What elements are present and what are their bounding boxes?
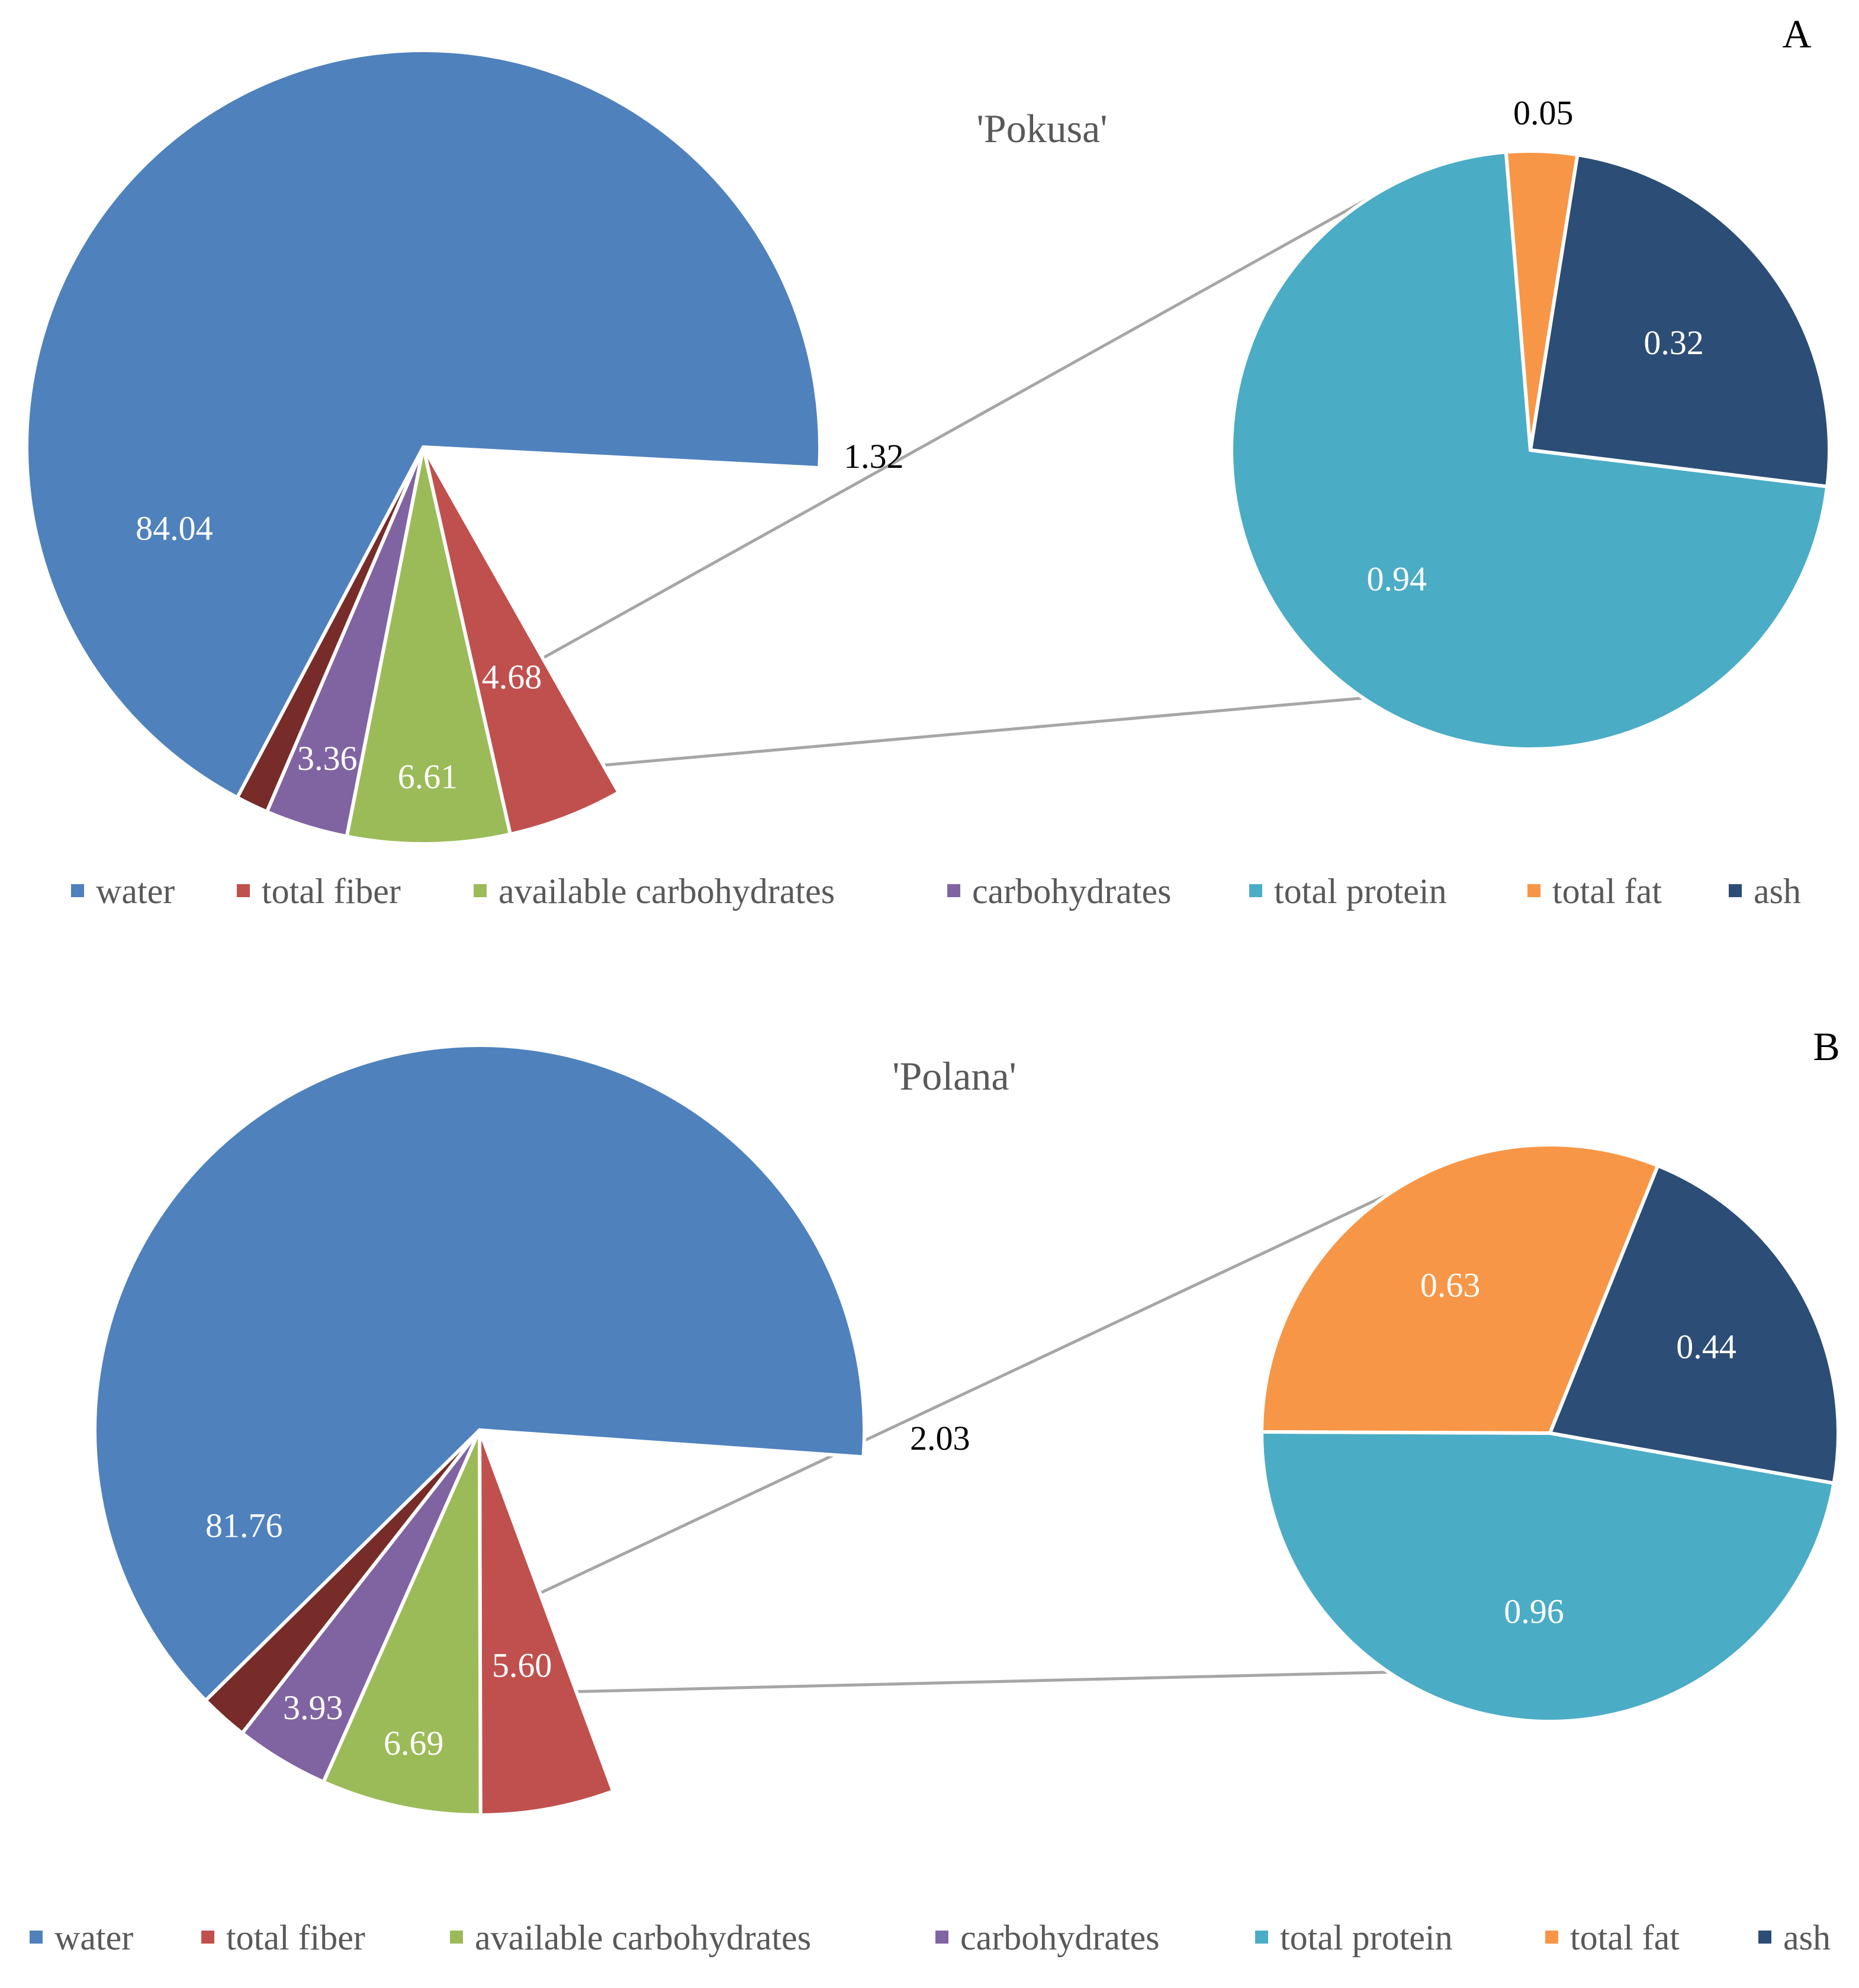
panel-b-slice-total-fiber xyxy=(478,1428,615,1817)
panel-b-legend-swatch-available-carbohydrates xyxy=(450,1931,463,1944)
panel-a-label-other: 1.32 xyxy=(844,437,904,476)
panel-a-data-labels: 84.04 4.68 6.61 3.36 1.32 0.94 0.05 0.32 xyxy=(136,94,1704,796)
panel-a-legend-swatch-carbohydrates xyxy=(947,884,960,897)
panel-b-legend-label-ash: ash xyxy=(1783,1918,1831,1957)
panel-b-sub-label-ash: 0.44 xyxy=(1676,1328,1736,1366)
panel-a-secondary-pie xyxy=(1230,149,1831,751)
panel-b-legend-label-total-protein: total protein xyxy=(1280,1918,1453,1957)
panel-b-label-other: 2.03 xyxy=(910,1419,970,1457)
panel-b-title: 'Polana' xyxy=(892,1054,1017,1099)
panel-b-legend-label-total-fiber: total fiber xyxy=(226,1918,365,1957)
panel-a-label-available-carbohydrates: 6.61 xyxy=(398,757,458,796)
panel-a-slice-total-fiber xyxy=(422,445,621,836)
panel-b-sub-slice-total-protein xyxy=(1259,1430,1836,1724)
panel-b-legend-swatch-carbohydrates xyxy=(935,1931,948,1944)
panel-a-legend-swatch-total-fat xyxy=(1527,884,1540,897)
panel-a-sub-label-total-fat: 0.05 xyxy=(1513,94,1574,132)
panel-b-legend-swatch-total-fiber xyxy=(201,1931,214,1944)
panel-b-letter: B xyxy=(1813,1024,1839,1069)
panel-a-legend-label-total-protein: total protein xyxy=(1274,872,1447,911)
panel-b-legend-swatch-total-protein xyxy=(1255,1931,1268,1944)
panel-b-sub-label-total-fat: 0.63 xyxy=(1420,1266,1481,1304)
panel-b-legend-swatch-total-fat xyxy=(1545,1931,1558,1944)
panel-a-chart: 84.04 4.68 6.61 3.36 1.32 0.94 0.05 0.32 'Pokus… xyxy=(25,11,1831,911)
panel-b-main-pie xyxy=(93,1043,866,1817)
panel-b-sub-slice-total-fat xyxy=(1260,1143,1660,1435)
panel-b-legend-swatch-water xyxy=(30,1931,43,1944)
panel-a-letter: A xyxy=(1782,11,1811,56)
panel-b-label-water: 81.76 xyxy=(205,1507,283,1545)
panel-b-slice-other xyxy=(204,1428,481,1735)
panel-a-sub-label-total-protein: 0.94 xyxy=(1366,560,1427,598)
panel-a-legend-label-carbohydrates: carbohydrates xyxy=(972,872,1172,911)
panel-b-label-total-fiber: 5.60 xyxy=(492,1646,552,1685)
panel-b-legend: water total fiber available carbohydrates c… xyxy=(30,1918,1831,1957)
panel-b-data-labels: 81.76 5.60 6.69 3.93 2.03 0.96 0.63 0.44 xyxy=(205,1266,1736,1762)
panel-a-legend-label-available-carbohydrates: available carbohydrates xyxy=(498,872,835,911)
panel-a-legend-label-ash: ash xyxy=(1754,872,1801,911)
panel-b-label-available-carbohydrates: 6.69 xyxy=(384,1724,444,1762)
panel-b-chart: 81.76 5.60 6.69 3.93 2.03 0.96 0.63 0.44 'Polan… xyxy=(30,1024,1840,1957)
panel-b-sub-label-total-protein: 0.96 xyxy=(1504,1592,1564,1631)
panel-a-main-pie xyxy=(25,49,822,846)
panel-a-legend: water total fiber available carbohydrates c… xyxy=(71,872,1801,911)
panel-b-legend-label-carbohydrates: carbohydrates xyxy=(960,1918,1160,1957)
panel-a-slice-other xyxy=(235,445,425,814)
panel-a-label-total-fiber: 4.68 xyxy=(482,658,542,696)
panel-a-legend-swatch-water xyxy=(71,884,84,897)
panel-a-legend-swatch-total-protein xyxy=(1249,884,1262,897)
panel-a-legend-swatch-ash xyxy=(1729,884,1742,897)
panel-a-legend-label-water: water xyxy=(96,872,175,911)
panel-b-slice-available-carbohydrates xyxy=(321,1428,483,1817)
panel-a-legend-swatch-total-fiber xyxy=(237,884,250,897)
panel-b-legend-label-available-carbohydrates: available carbohydrates xyxy=(475,1918,811,1957)
panel-b-legend-swatch-ash xyxy=(1758,1931,1771,1944)
panel-a-sub-label-ash: 0.32 xyxy=(1643,323,1704,362)
panel-a-label-carbohydrates: 3.36 xyxy=(297,739,358,778)
panel-a-legend-swatch-available-carbohydrates xyxy=(474,884,487,897)
panel-a-slice-available-carbohydrates xyxy=(345,445,512,846)
panel-a-sub-slice-ash xyxy=(1529,153,1831,489)
panel-b-legend-label-water: water xyxy=(54,1918,133,1957)
panel-b-sub-slice-ash xyxy=(1548,1164,1840,1485)
panel-b-secondary-pie xyxy=(1259,1143,1840,1724)
panel-a-legend-label-total-fat: total fat xyxy=(1552,872,1662,911)
panel-a-title: 'Pokusa' xyxy=(977,106,1108,151)
panel-a-label-water: 84.04 xyxy=(136,509,213,548)
panel-b-label-carbohydrates: 3.93 xyxy=(283,1688,343,1727)
panel-b-legend-label-total-fat: total fat xyxy=(1570,1918,1680,1957)
panel-a-legend-label-total-fiber: total fiber xyxy=(262,872,401,911)
